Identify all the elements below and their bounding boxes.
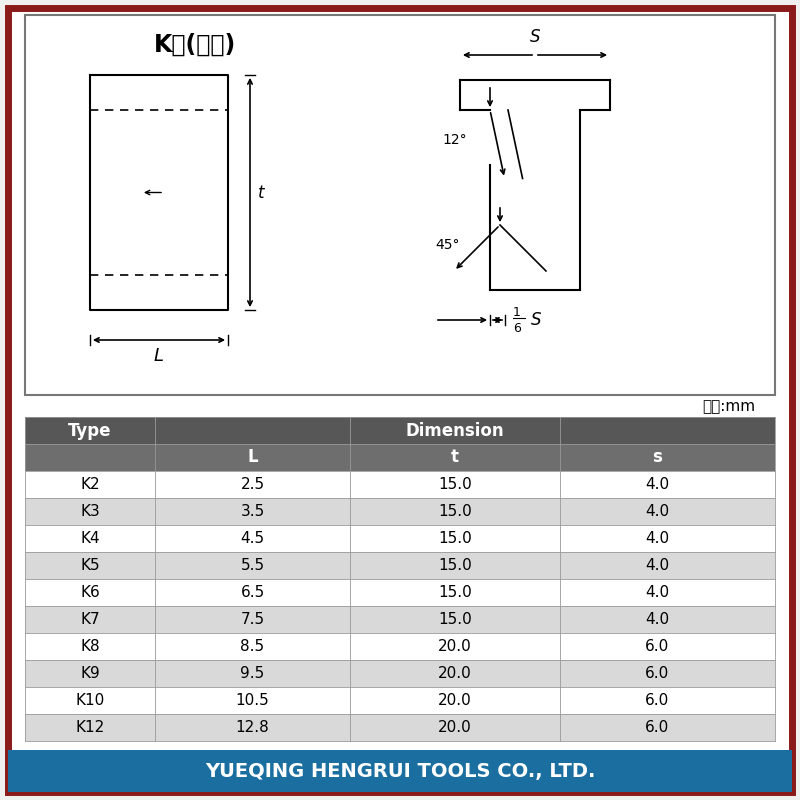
Text: Dimension: Dimension — [406, 422, 504, 439]
Text: K4: K4 — [80, 531, 100, 546]
Text: S: S — [531, 311, 542, 329]
Text: 12.8: 12.8 — [236, 720, 270, 735]
Text: 6.0: 6.0 — [646, 720, 670, 735]
Bar — [25, 687, 775, 714]
Text: 15.0: 15.0 — [438, 585, 472, 600]
Text: K10: K10 — [75, 693, 105, 708]
Text: 4.5: 4.5 — [241, 531, 265, 546]
Bar — [25, 552, 775, 579]
Text: 4.0: 4.0 — [646, 585, 670, 600]
Bar — [25, 633, 775, 660]
Text: YUEQING HENGRUI TOOLS CO., LTD.: YUEQING HENGRUI TOOLS CO., LTD. — [205, 762, 595, 781]
Text: K5: K5 — [80, 558, 100, 573]
Text: 8.5: 8.5 — [241, 639, 265, 654]
Text: K9: K9 — [80, 666, 100, 681]
Bar — [25, 15, 775, 395]
Text: 4.0: 4.0 — [646, 612, 670, 627]
Text: 6.0: 6.0 — [646, 639, 670, 654]
Text: K3: K3 — [80, 504, 100, 519]
Bar — [25, 606, 775, 633]
Bar — [25, 444, 775, 471]
Text: 3.5: 3.5 — [240, 504, 265, 519]
Text: 5.5: 5.5 — [241, 558, 265, 573]
Text: t: t — [451, 449, 459, 466]
Text: 6: 6 — [513, 322, 521, 334]
Text: 20.0: 20.0 — [438, 639, 472, 654]
Bar — [25, 471, 775, 498]
Text: S: S — [530, 28, 540, 46]
Text: 20.0: 20.0 — [438, 693, 472, 708]
Text: 12°: 12° — [442, 133, 467, 147]
Text: K型(非标): K型(非标) — [154, 33, 236, 57]
Text: 6.0: 6.0 — [646, 693, 670, 708]
Text: 7.5: 7.5 — [241, 612, 265, 627]
Text: Type: Type — [68, 422, 112, 439]
Text: s: s — [653, 449, 662, 466]
Text: K8: K8 — [80, 639, 100, 654]
Text: t: t — [258, 183, 265, 202]
Text: L: L — [154, 347, 164, 365]
Bar — [25, 714, 775, 741]
Text: 15.0: 15.0 — [438, 477, 472, 492]
Bar — [25, 579, 775, 606]
Text: 20.0: 20.0 — [438, 666, 472, 681]
Text: 15.0: 15.0 — [438, 531, 472, 546]
Text: K12: K12 — [75, 720, 105, 735]
Text: 1: 1 — [513, 306, 521, 318]
Text: 4.0: 4.0 — [646, 531, 670, 546]
Text: 15.0: 15.0 — [438, 558, 472, 573]
Text: K2: K2 — [80, 477, 100, 492]
Bar — [8, 750, 792, 792]
Text: 2.5: 2.5 — [241, 477, 265, 492]
Bar — [25, 525, 775, 552]
Text: K6: K6 — [80, 585, 100, 600]
Text: 单位:mm: 单位:mm — [702, 399, 755, 414]
Text: 4.0: 4.0 — [646, 558, 670, 573]
Text: 10.5: 10.5 — [236, 693, 270, 708]
Text: 15.0: 15.0 — [438, 612, 472, 627]
Bar — [25, 660, 775, 687]
Bar — [25, 498, 775, 525]
Text: 6.0: 6.0 — [646, 666, 670, 681]
Text: 15.0: 15.0 — [438, 504, 472, 519]
Text: 4.0: 4.0 — [646, 504, 670, 519]
Bar — [25, 417, 775, 444]
Text: 9.5: 9.5 — [240, 666, 265, 681]
Text: 4.0: 4.0 — [646, 477, 670, 492]
Text: 45°: 45° — [436, 238, 460, 252]
Text: K7: K7 — [80, 612, 100, 627]
Text: 20.0: 20.0 — [438, 720, 472, 735]
Text: 6.5: 6.5 — [240, 585, 265, 600]
Text: L: L — [247, 449, 258, 466]
